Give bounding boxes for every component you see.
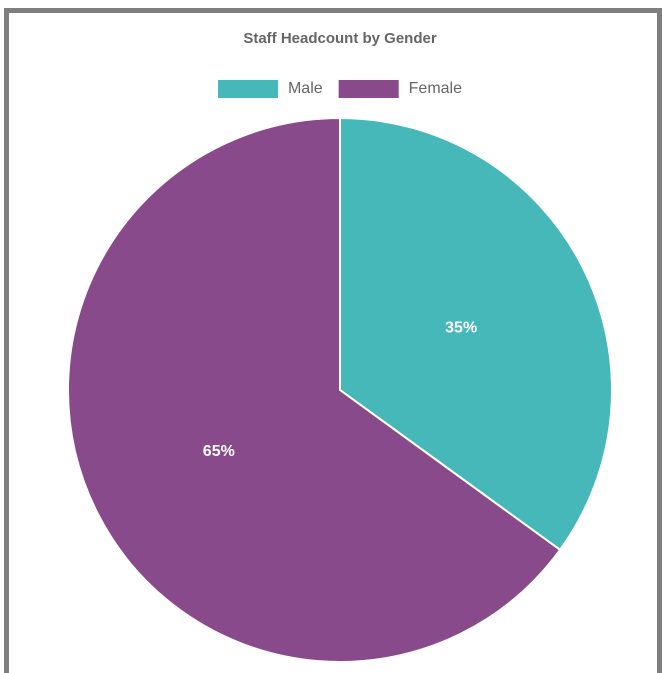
- pie-slice: [339, 116, 613, 552]
- data-label: 65%: [203, 443, 235, 460]
- data-label: 35%: [445, 319, 477, 336]
- legend-swatch: [338, 80, 399, 98]
- pie-slice: [67, 116, 562, 662]
- legend-label: Female: [409, 80, 462, 97]
- legend-swatch: [217, 80, 278, 98]
- chart-title: Staff Headcount by Gender: [243, 30, 437, 47]
- legend-label: Male: [288, 80, 323, 97]
- frame: [4, 8, 662, 673]
